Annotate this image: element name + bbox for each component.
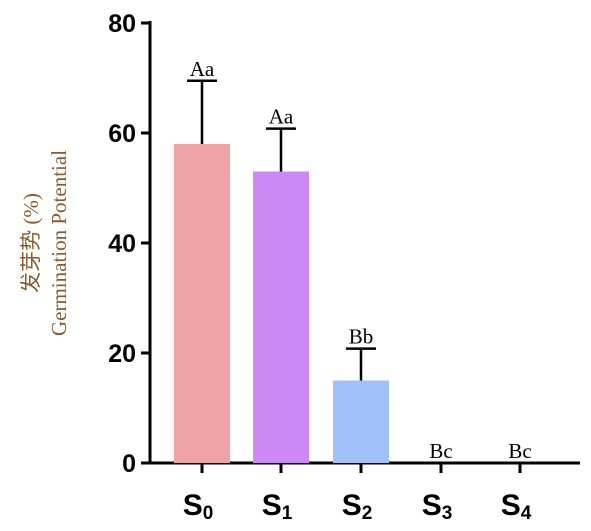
x-category-label: S4	[501, 489, 532, 524]
x-category-label: S2	[342, 489, 373, 524]
x-category-labels: S0 S1 S2 S3 S4	[183, 489, 532, 524]
y-axis-label-chinese: 发芽势 (%)	[19, 193, 43, 293]
y-tick-label: 0	[122, 450, 136, 478]
y-axis-label: 发芽势 (%) Germination Potential	[19, 150, 71, 336]
significance-label: Aa	[190, 57, 215, 81]
significance-label: Aa	[269, 105, 294, 129]
bars	[174, 144, 389, 463]
significance-label: Bb	[349, 325, 374, 349]
significance-label: Bc	[508, 439, 531, 463]
y-tick-labels: 0 20 40 60 80	[108, 10, 136, 478]
y-tick-label: 60	[108, 120, 136, 148]
x-category-label: S3	[422, 489, 453, 524]
bar	[333, 380, 389, 463]
error-bars	[187, 79, 376, 381]
x-category-label: S0	[183, 489, 214, 524]
bar	[174, 144, 230, 463]
significance-label: Bc	[429, 439, 452, 463]
x-category-label: S1	[262, 489, 293, 524]
bar	[253, 171, 309, 463]
y-tick-label: 20	[108, 340, 136, 368]
y-tick-label: 80	[108, 10, 136, 38]
y-axis-label-english: Germination Potential	[47, 150, 71, 336]
significance-labels: Aa Aa Bb Bc Bc	[190, 57, 532, 463]
y-tick-label: 40	[108, 230, 136, 258]
